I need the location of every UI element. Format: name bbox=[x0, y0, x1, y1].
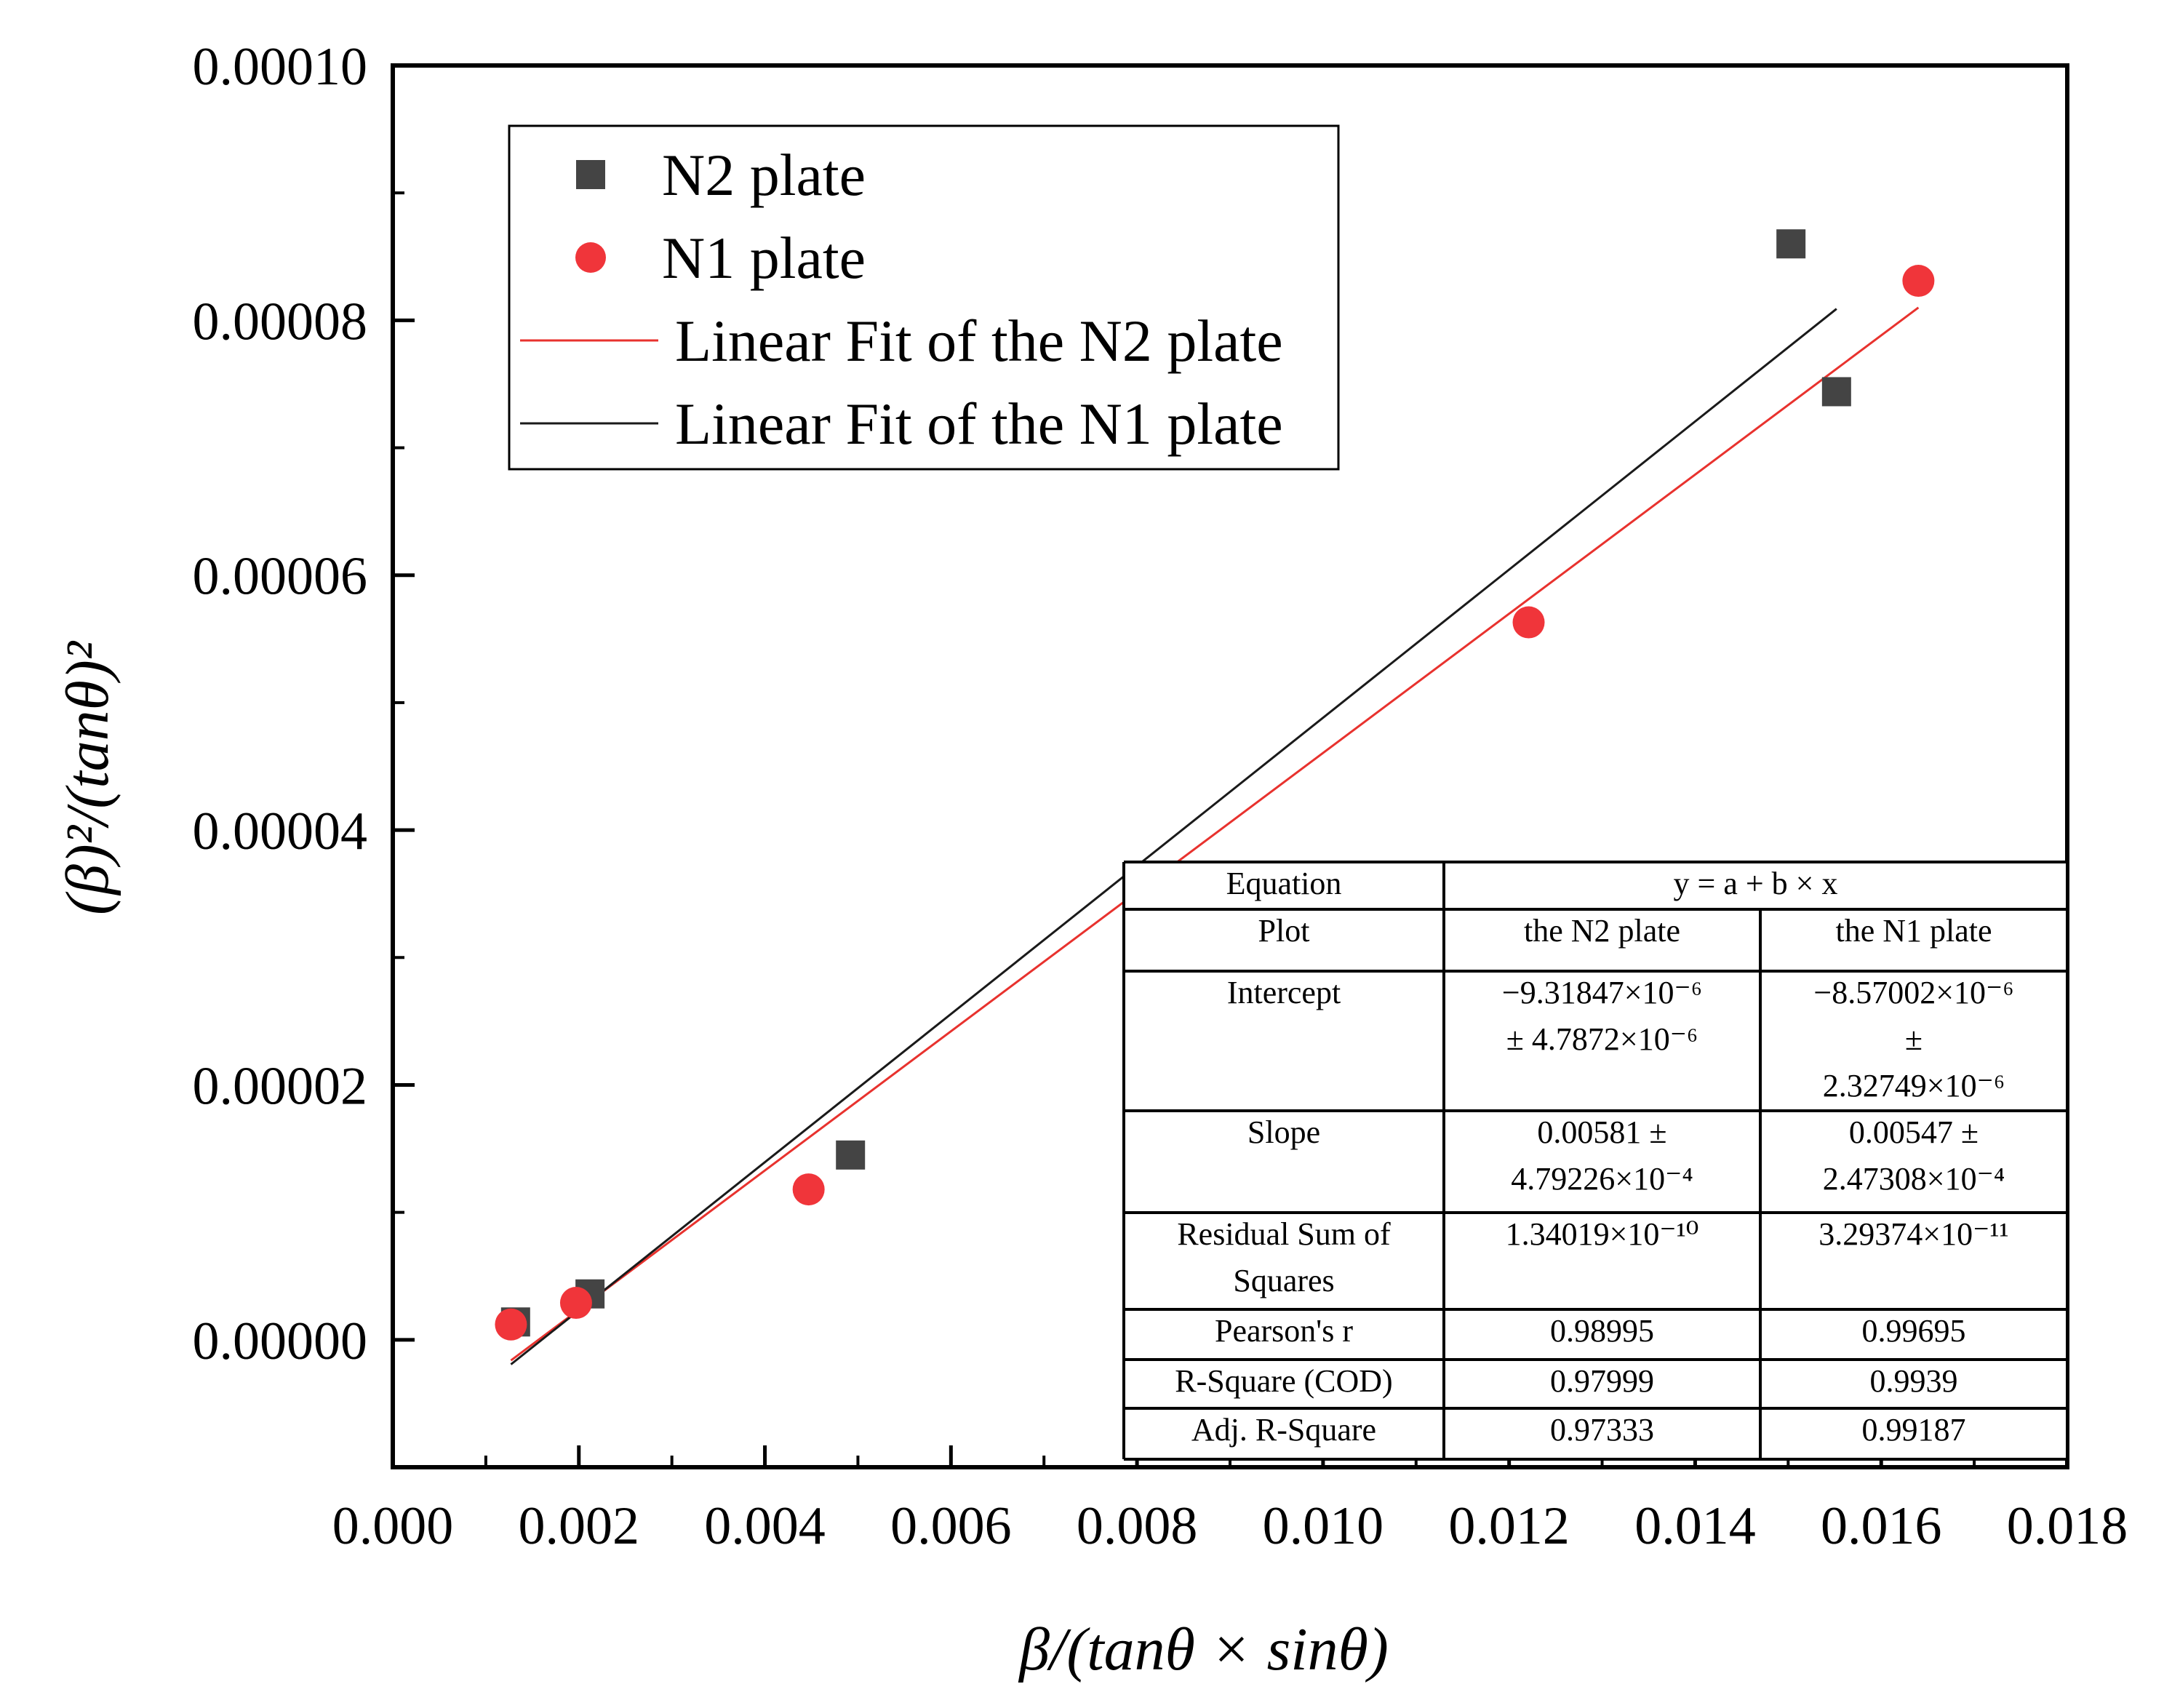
table-cell-text: 0.97999 bbox=[1550, 1363, 1654, 1399]
legend-box bbox=[508, 124, 1340, 471]
y-tick-label: 0.00002 bbox=[193, 1056, 368, 1116]
y-tick-label: 0.00004 bbox=[193, 802, 368, 861]
table-cell-text: 0.99187 bbox=[1862, 1412, 1966, 1448]
y-tick-label: 0.00000 bbox=[193, 1312, 368, 1371]
table-cell-text: 0.00547 ± bbox=[1849, 1114, 1979, 1150]
x-axis-title: β/(tanθ × sinθ) bbox=[1018, 1616, 1389, 1683]
table-cell-text: 0.97333 bbox=[1550, 1412, 1654, 1448]
legend-label: Linear Fit of the N1 plate bbox=[675, 391, 1283, 457]
table-cell-text: the N2 plate bbox=[1524, 913, 1680, 949]
x-tick-label: 0.014 bbox=[1634, 1496, 1756, 1556]
table-cell-text: 2.32749×10⁻⁶ bbox=[1823, 1068, 2005, 1104]
table-cell-text: −8.57002×10⁻⁶ bbox=[1813, 975, 2013, 1010]
table-cell-text: Equation bbox=[1226, 866, 1342, 901]
table-cell-text: Plot bbox=[1258, 913, 1310, 949]
data-point-circle bbox=[559, 1287, 592, 1320]
table-cell-text: 2.47308×10⁻⁴ bbox=[1823, 1161, 2005, 1197]
table-cell-text: 0.98995 bbox=[1550, 1313, 1654, 1349]
y-tick-label: 0.00008 bbox=[193, 292, 368, 351]
table-cell-text: 4.79226×10⁻⁴ bbox=[1511, 1161, 1693, 1197]
legend-swatch-circle bbox=[575, 242, 606, 273]
fit-results-table: Equation y = a + b × x Plot the N2 plate the… bbox=[1122, 861, 2069, 1461]
x-tick-label: 0.000 bbox=[332, 1496, 454, 1556]
table-cell-text: Squares bbox=[1233, 1263, 1334, 1298]
table-cell-text: ± bbox=[1905, 1021, 1923, 1057]
table-cell-text: Residual Sum of bbox=[1177, 1216, 1391, 1252]
table-cell-text: R-Square (COD) bbox=[1175, 1363, 1392, 1399]
x-tick-label: 0.004 bbox=[704, 1496, 826, 1556]
data-point-square bbox=[1776, 229, 1806, 259]
table-cell-text: 1.34019×10⁻¹⁰ bbox=[1506, 1216, 1699, 1252]
table-cell-text: Intercept bbox=[1227, 975, 1341, 1010]
y-tick-label: 0.00006 bbox=[193, 547, 368, 607]
data-point-square bbox=[1821, 377, 1851, 407]
fit-line bbox=[510, 308, 1837, 1365]
x-tick-label: 0.010 bbox=[1263, 1496, 1384, 1556]
table-cell-text: Pearson's r bbox=[1215, 1313, 1353, 1349]
x-tick-label: 0.012 bbox=[1448, 1496, 1570, 1556]
data-point-circle bbox=[495, 1308, 527, 1341]
x-tick-label: 0.016 bbox=[1821, 1496, 1942, 1556]
table-cell-text: ± 4.7872×10⁻⁶ bbox=[1506, 1021, 1698, 1057]
data-point-square bbox=[836, 1140, 866, 1170]
legend-swatch-square bbox=[576, 160, 605, 189]
y-axis-title: (β)²/(tanθ)² bbox=[54, 640, 121, 915]
table-cell-text: Adj. R-Square bbox=[1191, 1412, 1376, 1448]
table-cell-text: 0.99695 bbox=[1862, 1313, 1966, 1349]
x-tick-label: 0.006 bbox=[890, 1496, 1012, 1556]
table-cell-text: y = a + b × x bbox=[1674, 866, 1838, 901]
axis-titles: β/(tanθ × sinθ) (β)²/(tanθ)² bbox=[54, 640, 1389, 1683]
table-cell-text: 3.29374×10⁻¹¹ bbox=[1818, 1216, 2008, 1252]
table-cell-text: −9.31847×10⁻⁶ bbox=[1502, 975, 1702, 1010]
x-tick-label: 0.002 bbox=[519, 1496, 640, 1556]
table-cell-text: 0.00581 ± bbox=[1537, 1114, 1666, 1150]
table-cell-text: Slope bbox=[1247, 1114, 1320, 1150]
data-point-circle bbox=[792, 1173, 825, 1206]
fit-line bbox=[510, 306, 1920, 1362]
legend-label: N2 plate bbox=[662, 142, 866, 208]
legend-label: Linear Fit of the N2 plate bbox=[675, 308, 1283, 374]
fit-lines bbox=[510, 306, 1920, 1365]
legend: N2 plate N1 plate Linear Fit of the N2 pla… bbox=[508, 124, 1340, 471]
axes: 0.000 0.002 0.004 0.006 0.008 0.010 0.012 0.014… bbox=[193, 37, 2128, 1556]
x-tick-label: 0.018 bbox=[2007, 1496, 2128, 1556]
data-point-circle bbox=[1902, 265, 1935, 298]
x-tick-label: 0.008 bbox=[1077, 1496, 1198, 1556]
table-cell-text: the N1 plate bbox=[1835, 913, 1992, 949]
data-point-circle bbox=[1512, 606, 1545, 639]
legend-label: N1 plate bbox=[662, 225, 866, 291]
y-tick-label: 0.00010 bbox=[193, 37, 368, 97]
table-cell-text: 0.9939 bbox=[1870, 1363, 1958, 1399]
data-points bbox=[495, 229, 1935, 1341]
